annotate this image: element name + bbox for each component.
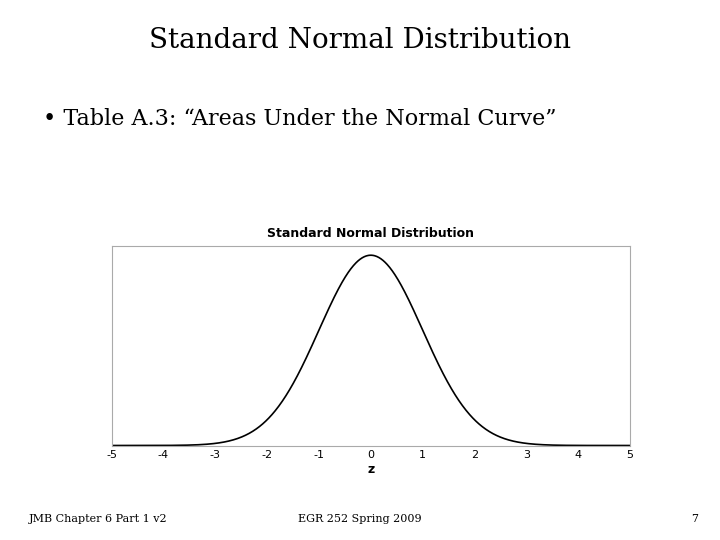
Text: 7: 7 [691, 514, 698, 524]
Text: JMB Chapter 6 Part 1 v2: JMB Chapter 6 Part 1 v2 [29, 514, 168, 524]
Text: Standard Normal Distribution: Standard Normal Distribution [149, 27, 571, 54]
Text: EGR 252 Spring 2009: EGR 252 Spring 2009 [298, 514, 422, 524]
Text: • Table A.3: “Areas Under the Normal Curve”: • Table A.3: “Areas Under the Normal Cur… [43, 108, 557, 130]
X-axis label: z: z [367, 463, 374, 476]
Title: Standard Normal Distribution: Standard Normal Distribution [267, 227, 474, 240]
